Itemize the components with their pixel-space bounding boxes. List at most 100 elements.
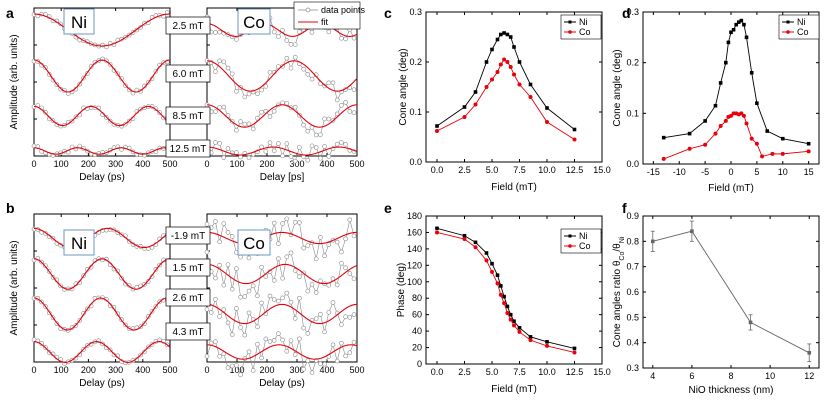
data-point-b-Ni-4.3 mT — [142, 349, 147, 355]
data-point-c-Ni — [505, 32, 510, 37]
data-point-a-Co-12.5 mT — [213, 140, 218, 145]
data-point-b-Co--1.9 mT — [276, 241, 281, 246]
data-point-b-Co-2.6 mT — [217, 314, 222, 319]
data-point-b-Co-1.5 mT — [238, 294, 243, 300]
data-point-a-Co-12.5 mT — [318, 155, 323, 161]
x-tick-label-d: 10 — [778, 167, 788, 177]
x-axis-label-f: NiO thickness (nm) — [688, 385, 773, 396]
x-tick-label-e: 7.5 — [513, 367, 526, 377]
element-label-ni-a: Ni — [71, 13, 87, 32]
data-point-b-Co-2.6 mT — [305, 331, 311, 336]
data-point-b-Co--1.9 mT — [351, 233, 357, 239]
data-point-a-Co-2.5 mT — [217, 29, 222, 35]
data-point-a-Co-8.5 mT — [305, 128, 311, 134]
data-point-e-Co — [528, 338, 533, 343]
data-point-b-Co-2.6 mT — [246, 310, 252, 316]
data-point-b-Co--1.9 mT — [221, 221, 227, 226]
data-point-d-Co — [723, 118, 728, 123]
data-point-a-Co-2.5 mT — [351, 35, 357, 41]
data-point-a-Co-12.5 mT — [225, 146, 231, 151]
data-point-c-Ni — [490, 47, 494, 52]
series-line-e-Ni — [436, 227, 575, 349]
x-tick-label-b-Co: 400 — [319, 365, 334, 375]
data-point-a-Ni-2.5 mT — [31, 12, 37, 17]
data-point-d-Co — [703, 142, 708, 147]
legend-marker-ni-d — [786, 20, 790, 24]
x-axis-label-a-Co: Delay [ps] — [260, 172, 305, 183]
fit-curve-b-Co-1.5 mT — [206, 263, 358, 285]
data-point-c-Ni — [502, 31, 506, 35]
y-tick-label-d: 0.0 — [626, 159, 639, 169]
data-point-a-Co-2.5 mT — [280, 27, 285, 33]
data-point-d-Ni — [661, 135, 666, 140]
data-point-e-Ni — [512, 319, 516, 324]
fit-curve-b-Ni-2.6 mT — [33, 297, 171, 331]
data-point-c-Co — [572, 137, 577, 142]
field-label-b: 2.6 mT — [172, 293, 203, 304]
element-label-co-b: Co — [243, 234, 265, 253]
data-point-b-Co-4.3 mT — [271, 338, 277, 343]
data-point-a-Co-8.5 mT — [322, 116, 327, 122]
y-tick-label-c: 0.1 — [409, 107, 422, 117]
data-point-b-Co-2.6 mT — [255, 324, 260, 330]
field-box-b — [165, 322, 211, 341]
data-point-a-Co-6.0 mT — [229, 71, 235, 77]
data-point-c-Ni — [484, 60, 489, 64]
data-point-d-Ni — [726, 40, 731, 45]
data-point-c-Co — [490, 77, 494, 82]
x-tick-label-e: 15.0 — [593, 367, 611, 377]
data-point-b-Co--1.9 mT — [292, 219, 298, 225]
data-point-a-Co-8.5 mT — [238, 119, 243, 124]
data-point-d-Ni — [739, 18, 744, 23]
x-tick-label-f: 12 — [804, 371, 814, 381]
data-point-b-Co-1.5 mT — [229, 286, 235, 292]
data-point-d-Co — [713, 131, 718, 136]
data-point-b-Co-2.6 mT — [326, 309, 332, 315]
data-point-b-Co-4.3 mT — [301, 366, 306, 372]
data-point-a-Co-12.5 mT — [234, 150, 239, 155]
panel-letter-d: d — [622, 5, 631, 21]
panel-letter-f: f — [622, 200, 627, 216]
x-tick-label-a-Co: 500 — [349, 159, 364, 169]
data-point-b-Co-1.5 mT — [255, 293, 260, 299]
data-point-b-Co-1.5 mT — [225, 262, 231, 267]
data-point-b-Co-2.6 mT — [301, 325, 306, 331]
y-tick-label-d: 0.1 — [626, 108, 639, 118]
data-point-e-Ni — [435, 226, 439, 231]
y-axis-label-f: Cone angles ratio θCo/θNi — [612, 236, 626, 347]
data-point-d-Ni — [736, 20, 741, 24]
data-point-c-Ni — [495, 37, 500, 42]
x-tick-label-e: 10.0 — [538, 367, 556, 377]
data-point-b-Co-4.3 mT — [309, 370, 315, 375]
element-box-ni-a — [63, 8, 95, 35]
data-point-a-Co-8.5 mT — [292, 104, 298, 110]
data-point-b-Co-4.3 mT — [284, 348, 290, 354]
data-point-a-Co-6.0 mT — [217, 58, 222, 64]
data-point-a-Co-12.5 mT — [339, 140, 344, 145]
field-label-b: 4.3 mT — [172, 327, 203, 338]
legend-marker-co-d — [786, 30, 790, 34]
data-point-d-Co — [687, 146, 692, 151]
data-point-a-Co-12.5 mT — [288, 154, 294, 159]
x-axis-label-a-Ni: Delay (ps) — [79, 172, 125, 183]
x-tick-label-a-Co: 100 — [229, 159, 244, 169]
legend-marker-co-c — [568, 30, 572, 34]
data-point-b-Co-1.5 mT — [305, 288, 311, 294]
data-point-a-Co-12.5 mT — [284, 141, 290, 147]
data-point-a-Co-6.0 mT — [288, 65, 294, 71]
data-point-b-Co-4.3 mT — [288, 338, 294, 343]
x-tick-label-b-Ni: 200 — [81, 365, 96, 375]
data-point-a-Co-8.5 mT — [326, 116, 332, 122]
data-point-d-Co — [780, 151, 785, 156]
x-tick-label-b-Ni: 400 — [135, 365, 150, 375]
element-label-co-a: Co — [243, 13, 265, 32]
data-point-a-Co-2.5 mT — [326, 29, 332, 35]
data-point-c-Ni — [572, 127, 577, 132]
data-point-a-Co-8.5 mT — [221, 104, 227, 110]
data-point-a-Co-12.5 mT — [280, 153, 285, 159]
data-point-a-Co-12.5 mT — [267, 140, 273, 145]
x-tick-label-f: 10 — [765, 371, 775, 381]
data-point-b-Co-2.6 mT — [284, 290, 290, 296]
data-point-d-Ni — [806, 141, 811, 146]
data-point-c-Co — [484, 85, 489, 89]
